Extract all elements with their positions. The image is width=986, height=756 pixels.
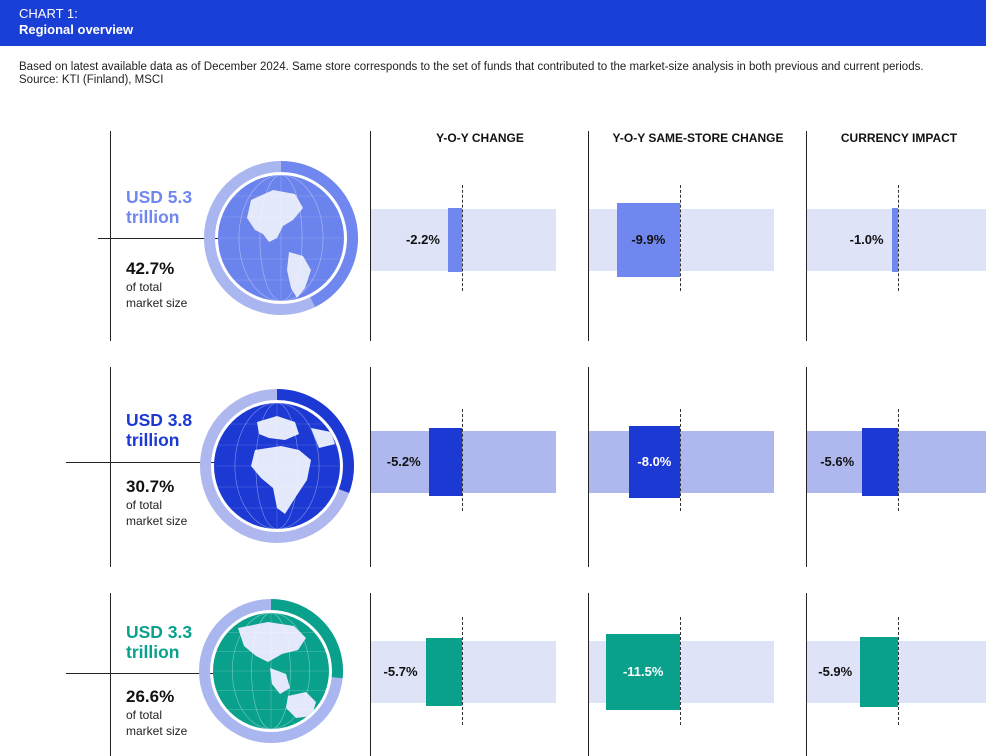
region-tag: AMERICAS — [22, 231, 89, 245]
zero-line — [462, 409, 463, 511]
bar-background — [371, 209, 556, 271]
data-label: -5.7% — [383, 664, 418, 679]
bar — [606, 634, 680, 710]
usd-unit: trillion — [126, 207, 180, 227]
zero-line — [898, 185, 899, 291]
data-label: -11.5% — [622, 664, 664, 679]
market-share: 26.6% — [126, 687, 175, 706]
note-text: Based on latest available data as of Dec… — [19, 61, 924, 73]
usd-unit: trillion — [126, 430, 180, 450]
market-share-note: of total market size — [126, 279, 187, 311]
column-header-currency: CURRENCY IMPACT — [840, 131, 958, 145]
data-label: -5.2% — [386, 454, 421, 469]
divider-line — [110, 367, 111, 567]
zero-line — [680, 617, 681, 725]
market-size-value: USD 3.8 trillion — [126, 410, 192, 450]
data-label: -9.9% — [631, 232, 666, 247]
zero-line — [898, 617, 899, 725]
data-label: -5.9% — [818, 664, 853, 679]
globe-icon — [200, 389, 354, 543]
bar-background — [371, 431, 556, 493]
region-tag: EMEA — [22, 455, 59, 469]
bar-background — [589, 431, 774, 493]
region-connector — [66, 673, 214, 674]
share-note-line: of total — [126, 280, 163, 294]
data-label: -2.2% — [405, 232, 440, 247]
divider-line — [588, 367, 589, 567]
share-note-line: market size — [126, 724, 188, 738]
usd-value: USD 3.3 — [126, 622, 193, 642]
bar — [428, 427, 462, 497]
divider-line — [806, 367, 807, 567]
data-label: -5.6% — [820, 454, 855, 469]
zero-line — [462, 185, 463, 291]
divider-line — [110, 131, 111, 341]
region-connector — [66, 462, 216, 463]
divider-line — [370, 593, 371, 756]
market-size-value: USD 3.3 trillion — [126, 622, 192, 662]
market-share-note: of total market size — [126, 707, 187, 739]
zero-line — [680, 185, 681, 291]
usd-value: USD 5.3 — [126, 187, 193, 207]
bar — [616, 202, 680, 278]
market-share: 42.7% — [126, 259, 175, 278]
divider-line — [588, 593, 589, 756]
usd-unit: trillion — [126, 642, 180, 662]
data-label: -1.0% — [849, 232, 884, 247]
usd-value: USD 3.8 — [126, 410, 193, 430]
region-connector — [98, 238, 218, 239]
share-note-line: of total — [126, 708, 163, 722]
share-note-line: market size — [126, 296, 188, 310]
divider-line — [588, 131, 589, 341]
divider-line — [806, 593, 807, 756]
market-share: 30.7% — [126, 477, 175, 496]
share-note-line: of total — [126, 498, 163, 512]
region-tag: APAC — [22, 666, 57, 680]
column-header-same-store: Y-O-Y SAME-STORE CHANGE — [612, 131, 784, 145]
chart-title: Regional overview — [19, 22, 134, 37]
zero-line — [898, 409, 899, 511]
bar — [425, 637, 462, 707]
bar — [891, 208, 898, 272]
divider-line — [370, 131, 371, 341]
bar — [628, 426, 680, 498]
market-size-value: USD 5.3 trillion — [126, 187, 192, 227]
market-share-note: of total market size — [126, 497, 187, 529]
zero-line — [680, 409, 681, 511]
chart-kicker: CHART 1: — [19, 6, 78, 21]
note-source: Source: KTI (Finland), MSCI — [19, 74, 164, 86]
divider-line — [110, 593, 111, 756]
column-header-yoy: Y-O-Y CHANGE — [436, 131, 524, 145]
bar — [862, 427, 898, 497]
chart-header: CHART 1: Regional overview — [0, 0, 986, 46]
zero-line — [462, 617, 463, 725]
bar-background — [371, 641, 556, 703]
data-label: -8.0% — [637, 454, 672, 469]
chart-note: Based on latest available data as of Dec… — [19, 61, 949, 87]
bar — [860, 637, 898, 707]
divider-line — [806, 131, 807, 341]
divider-line — [370, 367, 371, 567]
globe-icon — [204, 161, 358, 315]
globe-icon — [199, 599, 343, 743]
bar — [447, 207, 462, 273]
share-note-line: market size — [126, 514, 188, 528]
